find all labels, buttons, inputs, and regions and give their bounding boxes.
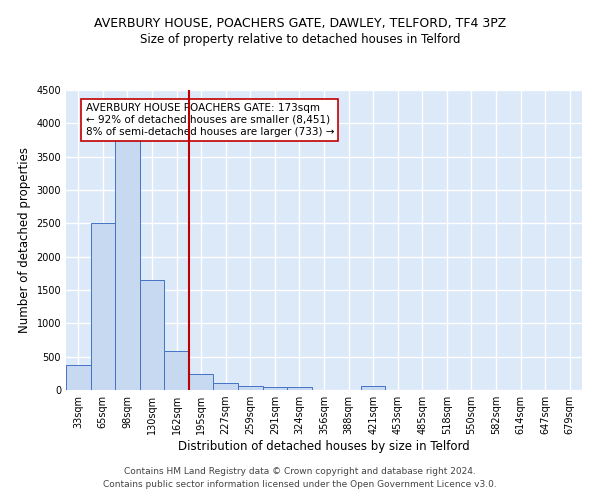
Bar	[287, 388, 312, 390]
Bar	[361, 386, 385, 390]
Text: Size of property relative to detached houses in Telford: Size of property relative to detached ho…	[140, 32, 460, 46]
Bar	[115, 140, 140, 390]
Bar	[189, 374, 214, 390]
Bar	[214, 382, 238, 390]
Bar	[164, 350, 189, 390]
Text: Contains public sector information licensed under the Open Government Licence v3: Contains public sector information licen…	[103, 480, 497, 489]
Bar	[140, 280, 164, 390]
Text: AVERBURY HOUSE, POACHERS GATE, DAWLEY, TELFORD, TF4 3PZ: AVERBURY HOUSE, POACHERS GATE, DAWLEY, T…	[94, 18, 506, 30]
Bar	[263, 388, 287, 390]
Text: Contains HM Land Registry data © Crown copyright and database right 2024.: Contains HM Land Registry data © Crown c…	[124, 467, 476, 476]
Bar	[238, 386, 263, 390]
Bar	[91, 224, 115, 390]
Y-axis label: Number of detached properties: Number of detached properties	[18, 147, 31, 333]
Bar	[66, 365, 91, 390]
Text: AVERBURY HOUSE POACHERS GATE: 173sqm
← 92% of detached houses are smaller (8,451: AVERBURY HOUSE POACHERS GATE: 173sqm ← 9…	[86, 104, 334, 136]
X-axis label: Distribution of detached houses by size in Telford: Distribution of detached houses by size …	[178, 440, 470, 453]
